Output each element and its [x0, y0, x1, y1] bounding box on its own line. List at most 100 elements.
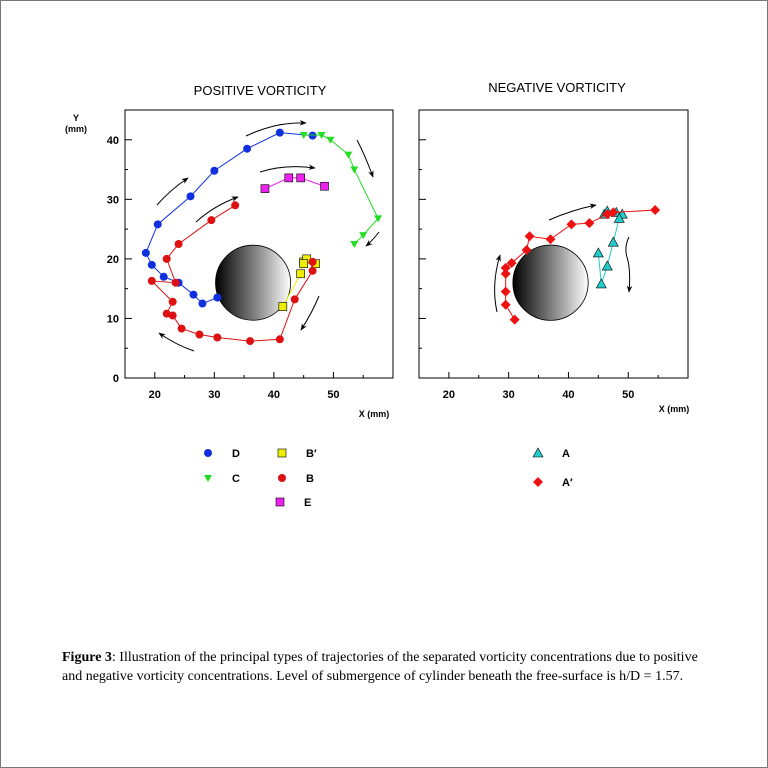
flow-arrows	[156, 119, 633, 352]
flow-arrow	[356, 139, 374, 178]
x-tick-label: 40	[268, 389, 280, 401]
data-point	[595, 278, 607, 289]
data-point	[566, 219, 577, 230]
y-axis-unit: (mm)	[65, 124, 87, 134]
y-tick-label: 40	[107, 135, 119, 147]
legend-marker	[204, 449, 212, 457]
data-point	[308, 266, 317, 275]
left-panel-title: POSITIVE VORTICITY	[194, 83, 327, 98]
data-point	[320, 181, 329, 191]
data-point	[509, 314, 520, 325]
legend-marker	[278, 474, 286, 482]
data-point	[545, 234, 556, 245]
data-point	[344, 151, 353, 159]
legend-marker	[277, 448, 287, 458]
data-point	[231, 201, 240, 210]
data-point	[299, 132, 308, 140]
data-point	[607, 236, 619, 247]
data-point	[153, 220, 162, 229]
data-point	[350, 241, 359, 248]
data-point	[195, 330, 204, 339]
data-point	[601, 260, 613, 271]
data-point	[374, 215, 383, 223]
legend-label: D	[232, 448, 240, 460]
legend-label: E	[304, 497, 311, 509]
data-point	[308, 257, 317, 266]
data-point	[500, 268, 511, 279]
flow-arrow	[259, 164, 316, 173]
flow-arrow	[365, 231, 380, 247]
figure-canvas: POSITIVE VORTICITY NEGATIVE VORTICITY Y …	[65, 80, 690, 509]
data-point	[296, 269, 305, 279]
x-tick-label: 20	[443, 389, 455, 401]
plot-area	[418, 109, 689, 379]
data-point	[500, 286, 511, 297]
x-tick-label: 20	[149, 389, 161, 401]
left-x-axis-label: X (mm)	[359, 409, 390, 419]
legend-marker	[275, 497, 285, 507]
data-point	[174, 240, 183, 248]
data-point	[500, 262, 511, 273]
data-point	[213, 333, 222, 342]
data-point	[299, 259, 308, 268]
positive-vorticity-plot: 20 30 40 50 0 10 20 30 40	[107, 109, 394, 401]
flow-arrow	[158, 332, 195, 352]
data-point	[284, 173, 294, 183]
x-tick-label: 30	[503, 389, 515, 401]
data-point	[359, 232, 368, 240]
data-point	[141, 248, 150, 257]
data-point	[500, 299, 511, 310]
data-point	[592, 247, 604, 258]
negative-vorticity-plot: 20 30 40 50	[418, 109, 689, 401]
data-point	[584, 218, 595, 229]
data-point	[290, 295, 299, 304]
data-point	[317, 132, 326, 140]
legend-label: A′	[562, 477, 573, 489]
data-point	[147, 276, 156, 285]
data-point	[506, 258, 517, 269]
flow-arrow	[494, 254, 501, 313]
flow-arrow	[156, 177, 189, 206]
cylinder	[512, 244, 589, 321]
data-point	[177, 324, 186, 333]
negative-vorticity-legend: A A′	[532, 447, 573, 489]
data-point	[210, 166, 219, 175]
data-point	[350, 166, 359, 174]
data-point	[326, 136, 335, 144]
data-point	[278, 302, 288, 311]
data-point	[521, 244, 532, 255]
cylinder	[215, 244, 291, 321]
legend-label: B′	[306, 448, 317, 460]
data-point	[171, 278, 180, 287]
flow-arrow	[548, 203, 597, 221]
data-point	[246, 337, 255, 346]
legend-marker	[533, 477, 543, 487]
caption-label: Figure 3	[62, 650, 112, 665]
data-point	[162, 254, 171, 263]
data-point	[168, 297, 177, 306]
x-tick-label: 50	[327, 389, 339, 401]
data-point	[198, 299, 207, 308]
right-x-axis-label: X (mm)	[659, 404, 690, 414]
legend-label: B	[306, 473, 314, 485]
flow-arrow	[625, 236, 633, 293]
y-tick-label: 0	[113, 373, 119, 385]
right-panel-title: NEGATIVE VORTICITY	[488, 80, 626, 95]
x-tick-label: 50	[622, 389, 634, 401]
data-point	[296, 173, 305, 183]
data-point	[168, 311, 177, 320]
data-point	[147, 260, 156, 269]
flow-arrow	[300, 295, 320, 331]
y-axis-label: Y	[73, 113, 79, 123]
legend-marker	[204, 475, 212, 482]
y-tick-label: 30	[107, 194, 119, 206]
y-tick-label: 10	[107, 313, 119, 325]
data-point	[275, 128, 284, 137]
data-point	[186, 192, 195, 201]
data-point	[524, 231, 535, 242]
data-point	[207, 216, 216, 225]
data-point	[308, 131, 317, 140]
legend-marker	[532, 447, 544, 458]
caption-text: : Illustration of the principal types of…	[62, 650, 698, 684]
data-point	[189, 290, 198, 299]
